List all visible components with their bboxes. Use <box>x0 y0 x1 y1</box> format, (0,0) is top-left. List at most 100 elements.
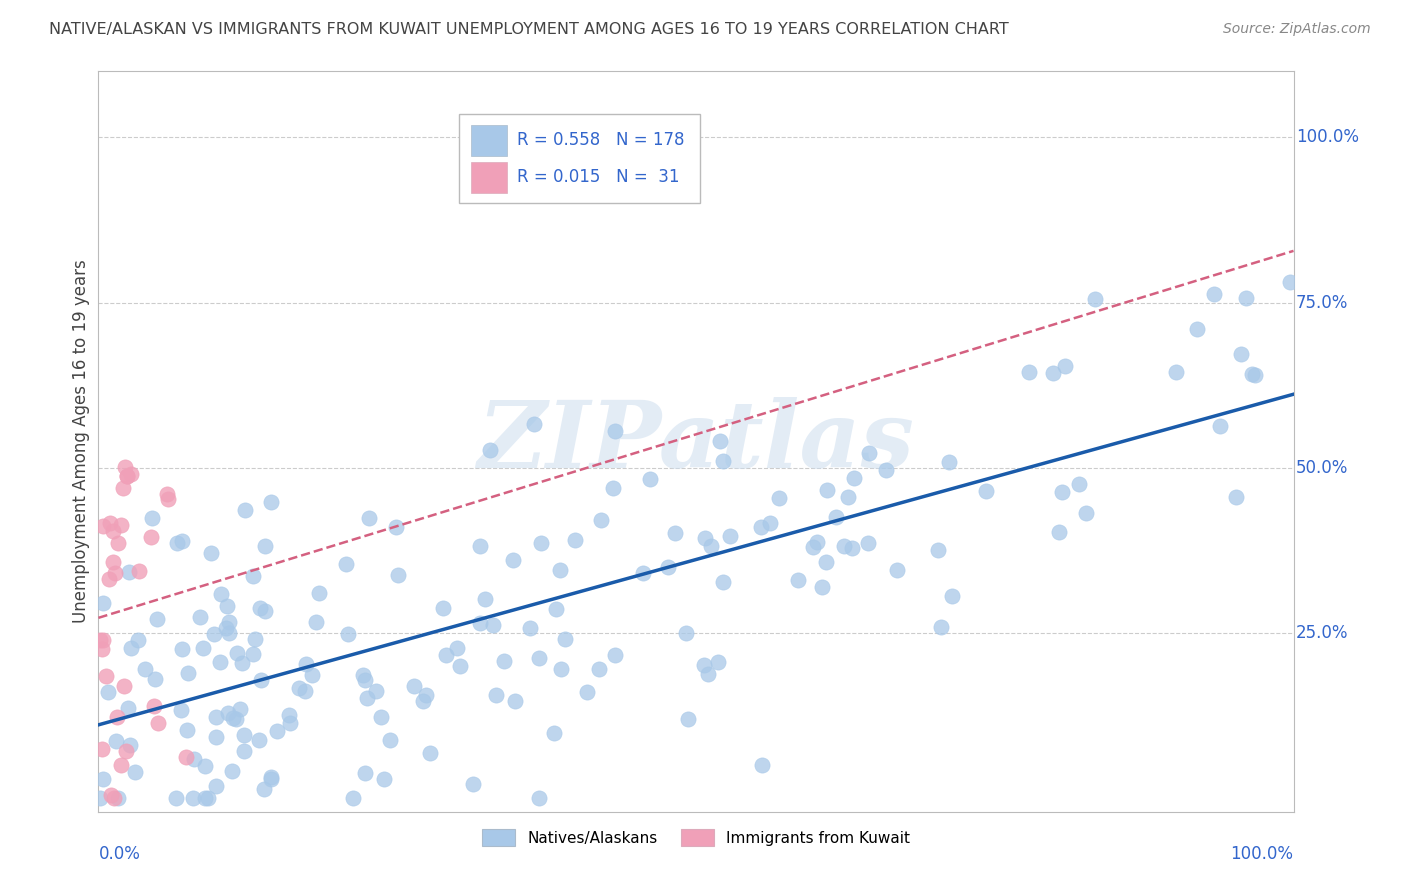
Point <box>337 627 360 641</box>
Point <box>815 555 838 569</box>
Point <box>711 454 734 468</box>
Point <box>232 728 254 742</box>
Point <box>519 621 541 635</box>
Point <box>335 557 357 571</box>
Point <box>787 573 810 587</box>
Point <box>815 483 838 497</box>
Point <box>176 723 198 738</box>
Point <box>387 568 409 582</box>
Point <box>366 684 388 698</box>
Point <box>554 632 576 646</box>
Point <box>103 791 125 805</box>
Point <box>588 662 610 676</box>
Point <box>170 703 193 717</box>
Point <box>485 688 508 702</box>
Point <box>707 655 730 669</box>
Point <box>91 772 114 787</box>
Point <box>1047 524 1070 539</box>
Text: 50.0%: 50.0% <box>1296 459 1348 477</box>
Point <box>468 539 491 553</box>
Point <box>114 744 136 758</box>
Point <box>156 487 179 501</box>
Point <box>114 459 136 474</box>
Text: ZIPatlas: ZIPatlas <box>478 397 914 486</box>
Point <box>254 539 277 553</box>
Point <box>768 491 790 505</box>
Point <box>94 669 117 683</box>
Point <box>858 446 880 460</box>
Point <box>1052 485 1074 500</box>
Point <box>278 716 301 731</box>
Point <box>215 599 238 613</box>
Point <box>214 621 236 635</box>
Point <box>354 765 377 780</box>
Point <box>527 651 550 665</box>
Point <box>1084 293 1107 307</box>
Point <box>550 662 572 676</box>
Point <box>217 706 239 720</box>
Point <box>243 632 266 646</box>
Point <box>529 791 551 805</box>
Point <box>370 710 392 724</box>
Point <box>181 791 204 805</box>
Point <box>278 708 301 723</box>
Point <box>434 648 457 662</box>
Point <box>104 566 127 580</box>
Point <box>110 758 132 772</box>
Point <box>810 580 832 594</box>
Point <box>134 662 156 676</box>
Point <box>449 659 471 673</box>
Point <box>118 565 141 579</box>
Point <box>233 502 256 516</box>
Point <box>602 481 624 495</box>
Point <box>105 710 128 724</box>
Point <box>301 668 323 682</box>
Point <box>446 640 468 655</box>
Point <box>463 777 485 791</box>
Point <box>128 565 150 579</box>
Text: R = 0.015   N =  31: R = 0.015 N = 31 <box>517 169 679 186</box>
Point <box>249 673 271 687</box>
Point <box>249 600 271 615</box>
Point <box>166 536 188 550</box>
Point <box>478 443 501 458</box>
Point <box>543 726 565 740</box>
Point <box>824 510 846 524</box>
Point <box>188 610 211 624</box>
Point <box>806 535 828 549</box>
Point <box>1204 286 1226 301</box>
Point <box>693 532 716 546</box>
Point <box>305 615 328 630</box>
Point <box>378 732 401 747</box>
Point <box>91 596 114 610</box>
Point <box>287 681 309 696</box>
Text: NATIVE/ALASKAN VS IMMIGRANTS FROM KUWAIT UNEMPLOYMENT AMONG AGES 16 TO 19 YEARS : NATIVE/ALASKAN VS IMMIGRANTS FROM KUWAIT… <box>49 22 1010 37</box>
Point <box>503 694 526 708</box>
FancyBboxPatch shape <box>460 113 700 203</box>
Point <box>156 492 179 507</box>
Point <box>1054 359 1077 374</box>
Point <box>225 646 247 660</box>
Point <box>832 539 855 553</box>
Point <box>697 667 720 681</box>
Point <box>221 764 243 779</box>
Point <box>120 739 142 753</box>
Point <box>1278 276 1301 290</box>
Point <box>221 711 243 725</box>
Point <box>886 563 908 577</box>
Point <box>91 633 114 648</box>
Point <box>90 642 112 657</box>
Point <box>165 791 187 805</box>
Point <box>253 604 276 618</box>
Point <box>208 655 231 669</box>
Point <box>242 647 264 661</box>
Text: 100.0%: 100.0% <box>1230 845 1294 863</box>
Point <box>176 750 198 764</box>
Point <box>101 524 124 538</box>
Point <box>352 668 374 682</box>
Point <box>260 495 283 509</box>
Point <box>202 627 225 641</box>
Point <box>801 540 824 554</box>
Text: R = 0.558   N = 178: R = 0.558 N = 178 <box>517 131 685 149</box>
Point <box>218 625 240 640</box>
